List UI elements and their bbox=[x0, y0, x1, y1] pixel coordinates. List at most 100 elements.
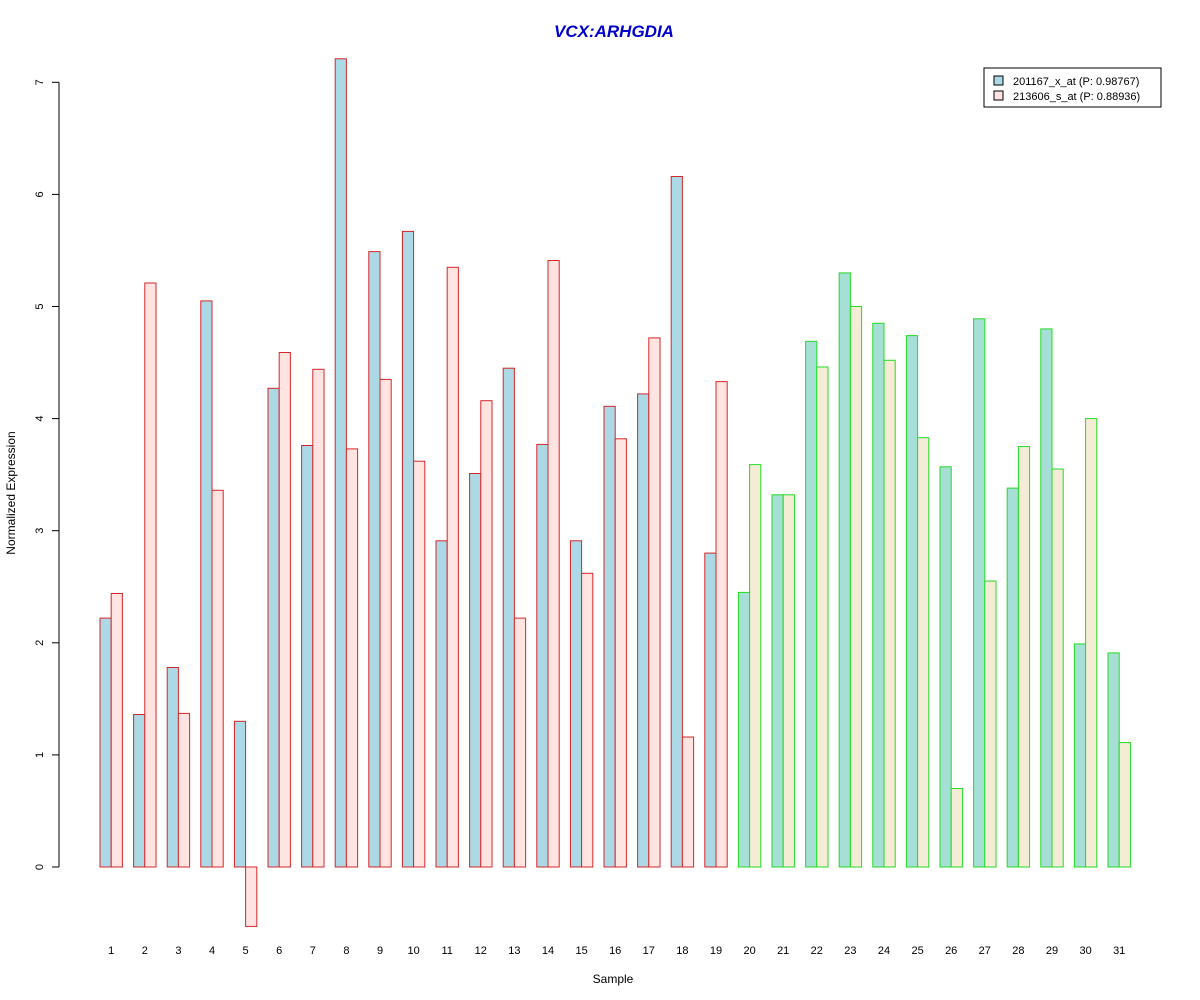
bar-series-1-sample-14 bbox=[536, 443, 549, 868]
bar-series-2-sample-6 bbox=[278, 352, 291, 868]
y-tick-label: 6 bbox=[34, 191, 46, 197]
bar-series-2-sample-13 bbox=[513, 617, 527, 868]
bar-series-1-sample-27 bbox=[973, 318, 986, 868]
bar-series-2-sample-30 bbox=[1085, 418, 1098, 868]
y-tick-label: 3 bbox=[34, 528, 46, 534]
x-tick-label: 8 bbox=[343, 945, 349, 957]
x-tick-label: 24 bbox=[878, 945, 890, 957]
x-tick-label: 6 bbox=[276, 945, 282, 957]
y-axis: 0 1 2 3 4 5 6 7 bbox=[34, 79, 60, 870]
bar-series-1-sample-8 bbox=[334, 58, 347, 868]
bar-series-2-sample-29 bbox=[1051, 468, 1064, 868]
bar-series-2-sample-9 bbox=[379, 378, 392, 868]
bar-series-2-sample-31 bbox=[1118, 742, 1131, 868]
bar-series-1-sample-11 bbox=[435, 540, 448, 868]
bar-series-1-sample-25 bbox=[905, 335, 919, 868]
bar-series-2-sample-25 bbox=[917, 437, 930, 868]
bar-series-1-sample-30 bbox=[1073, 643, 1087, 868]
x-tick-label: 26 bbox=[945, 945, 957, 957]
bar-series-1-sample-26 bbox=[939, 466, 952, 868]
bar-series-2-sample-12 bbox=[480, 400, 493, 868]
x-tick-label: 27 bbox=[979, 945, 991, 957]
bar-series-1-sample-16 bbox=[603, 405, 616, 868]
x-tick-label: 22 bbox=[811, 945, 823, 957]
x-tick-label: 19 bbox=[710, 945, 722, 957]
bar-series-2-sample-14 bbox=[547, 260, 560, 868]
bar-series-2-sample-28 bbox=[1017, 446, 1031, 868]
y-tick-label: 0 bbox=[34, 864, 46, 870]
bar-series-2-sample-8 bbox=[345, 448, 359, 868]
legend-label-series-1: 201167_x_at (P: 0.98767) bbox=[1013, 76, 1139, 88]
x-tick-label: 3 bbox=[175, 945, 181, 957]
y-tick-label: 1 bbox=[34, 752, 46, 758]
x-tick-label: 16 bbox=[609, 945, 621, 957]
bar-series-1-sample-15 bbox=[569, 540, 583, 868]
bar-series-2-sample-18 bbox=[681, 736, 695, 868]
y-tick-label: 2 bbox=[34, 640, 46, 646]
bar-series-2-sample-17 bbox=[648, 337, 661, 868]
bar-series-2-sample-21 bbox=[782, 494, 795, 868]
x-tick-label: 30 bbox=[1079, 945, 1091, 957]
x-tick-label: 7 bbox=[310, 945, 316, 957]
legend-swatch-series-2 bbox=[993, 90, 1004, 101]
y-axis-label: Normalized Expression bbox=[4, 431, 18, 554]
x-tick-label: 15 bbox=[575, 945, 587, 957]
bar-series-1-sample-28 bbox=[1006, 487, 1019, 868]
bar-series-2-sample-7 bbox=[312, 368, 325, 868]
bar-series-1-sample-17 bbox=[637, 393, 650, 868]
y-tick-label: 4 bbox=[34, 416, 46, 422]
x-tick-label: 28 bbox=[1012, 945, 1024, 957]
chart-title: VCX:ARHGDIA bbox=[554, 22, 674, 41]
bar-series-2-sample-24 bbox=[883, 359, 896, 868]
x-tick-label: 20 bbox=[743, 945, 755, 957]
bar-series-1-sample-13 bbox=[502, 367, 515, 868]
bar-series-1-sample-4 bbox=[200, 300, 213, 868]
bar-series-1-sample-3 bbox=[166, 667, 179, 868]
legend-box bbox=[983, 67, 1162, 108]
x-tick-label: 10 bbox=[407, 945, 419, 957]
x-tick-label: 9 bbox=[377, 945, 383, 957]
bar-series-2-sample-27 bbox=[984, 580, 997, 868]
bar-series-2-sample-20 bbox=[749, 464, 762, 868]
bar-series-1-sample-7 bbox=[301, 445, 314, 868]
bar-series-2-sample-16 bbox=[614, 438, 627, 868]
bar-series-1-sample-5 bbox=[233, 720, 247, 868]
bar-series-1-sample-18 bbox=[670, 176, 683, 868]
bar-series-2-sample-2 bbox=[144, 282, 157, 868]
legend-swatch-series-1 bbox=[993, 75, 1004, 86]
bar-series-2-sample-5 bbox=[245, 866, 258, 927]
x-tick-labels: 1 2 3 4 5 6 7 8 9 10 11 12 13 14 15 16 17 18 19 20 21 22 23 24 2… bbox=[108, 945, 1125, 957]
x-tick-label: 4 bbox=[209, 945, 215, 957]
legend-label-series-2: 213606_s_at (P: 0.88936) bbox=[1013, 91, 1140, 103]
bar-series-1-sample-1 bbox=[99, 617, 112, 868]
bar-series-1-sample-23 bbox=[838, 272, 851, 868]
bars-group bbox=[99, 58, 1131, 927]
x-tick-label: 25 bbox=[911, 945, 923, 957]
x-tick-label: 23 bbox=[844, 945, 856, 957]
x-tick-label: 21 bbox=[777, 945, 789, 957]
bar-series-2-sample-26 bbox=[950, 788, 963, 868]
bar-series-1-sample-2 bbox=[133, 714, 146, 868]
x-axis-label: Sample bbox=[593, 972, 634, 986]
legend: 201167_x_at (P: 0.98767) 213606_s_at (P:… bbox=[983, 67, 1162, 108]
y-tick-label: 5 bbox=[34, 303, 46, 309]
x-tick-label: 5 bbox=[243, 945, 249, 957]
bar-series-2-sample-22 bbox=[816, 366, 829, 868]
bar-series-2-sample-11 bbox=[446, 266, 459, 868]
bar-series-2-sample-19 bbox=[715, 381, 728, 868]
bar-series-1-sample-9 bbox=[368, 251, 381, 868]
bar-series-2-sample-3 bbox=[177, 712, 191, 868]
x-tick-label: 17 bbox=[643, 945, 655, 957]
x-tick-label: 13 bbox=[508, 945, 520, 957]
x-tick-label: 18 bbox=[676, 945, 688, 957]
bar-series-1-sample-21 bbox=[771, 494, 784, 868]
bar-series-2-sample-23 bbox=[849, 306, 863, 868]
y-tick-label: 7 bbox=[34, 79, 46, 85]
bar-series-1-sample-24 bbox=[872, 322, 885, 868]
bar-series-2-sample-15 bbox=[581, 572, 594, 868]
x-tick-label: 12 bbox=[475, 945, 487, 957]
x-tick-label: 31 bbox=[1113, 945, 1125, 957]
bar-series-1-sample-12 bbox=[469, 473, 482, 868]
bar-series-2-sample-1 bbox=[110, 593, 123, 868]
